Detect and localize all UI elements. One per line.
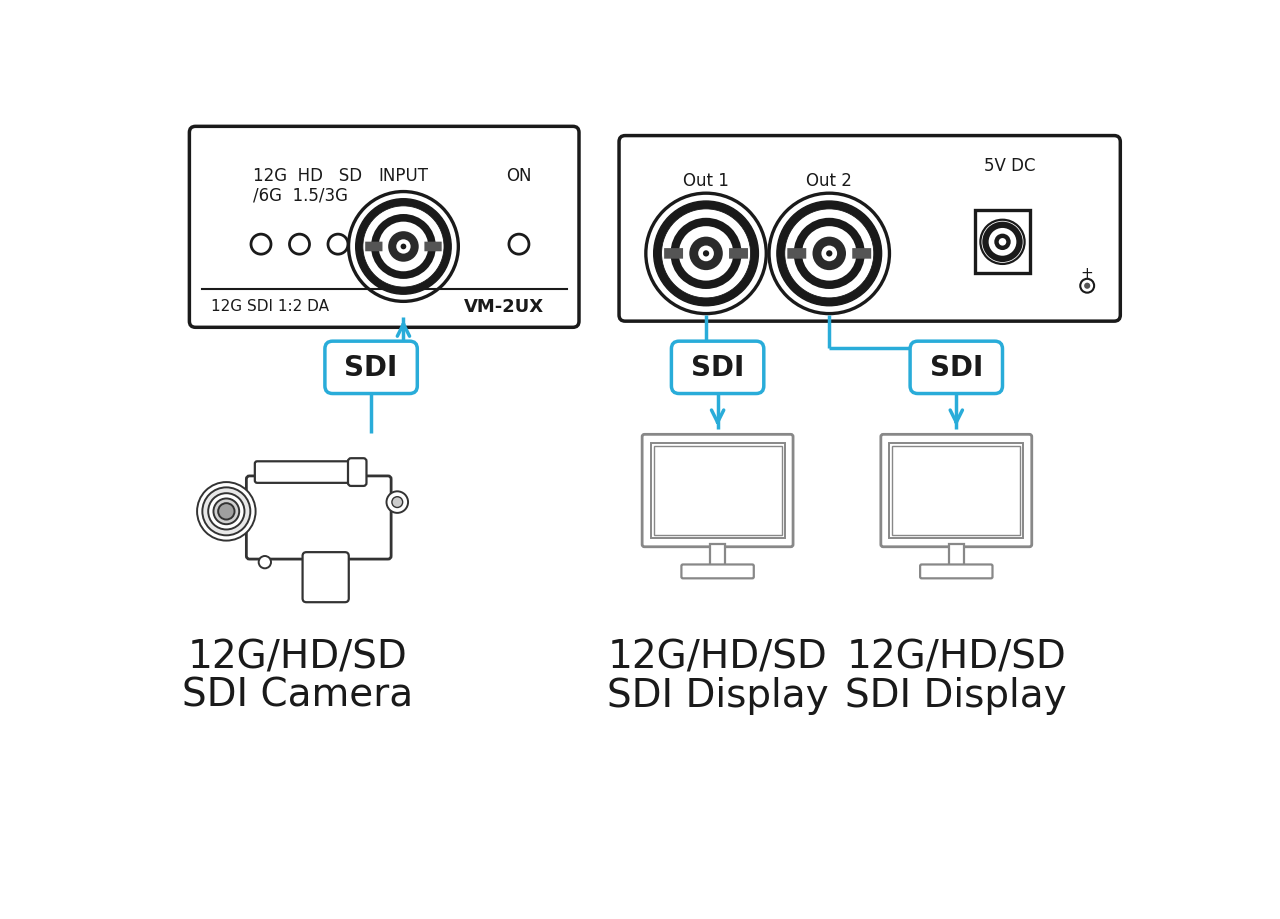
Text: INPUT: INPUT bbox=[379, 166, 429, 185]
FancyBboxPatch shape bbox=[246, 476, 392, 560]
Circle shape bbox=[982, 222, 1023, 263]
Circle shape bbox=[803, 227, 856, 281]
Text: /6G  1.5/3G: /6G 1.5/3G bbox=[253, 186, 348, 204]
Text: VM-2UX: VM-2UX bbox=[463, 298, 544, 315]
Circle shape bbox=[826, 251, 832, 257]
Circle shape bbox=[1084, 283, 1091, 289]
Circle shape bbox=[356, 199, 451, 295]
Circle shape bbox=[995, 234, 1011, 251]
FancyBboxPatch shape bbox=[664, 249, 684, 259]
Circle shape bbox=[387, 492, 408, 514]
Circle shape bbox=[662, 210, 750, 299]
Circle shape bbox=[251, 235, 271, 255]
Bar bbox=[654, 447, 782, 536]
Text: 12G/HD/SD: 12G/HD/SD bbox=[188, 638, 408, 675]
Text: 12G/HD/SD: 12G/HD/SD bbox=[846, 638, 1066, 675]
Circle shape bbox=[703, 251, 709, 257]
Text: SDI Display: SDI Display bbox=[846, 675, 1068, 714]
Text: 5V DC: 5V DC bbox=[984, 156, 1036, 175]
Circle shape bbox=[362, 207, 444, 288]
Circle shape bbox=[678, 227, 733, 281]
FancyBboxPatch shape bbox=[881, 435, 1032, 547]
Circle shape bbox=[289, 235, 310, 255]
Circle shape bbox=[785, 210, 874, 299]
FancyBboxPatch shape bbox=[302, 552, 348, 603]
Circle shape bbox=[214, 499, 239, 525]
Circle shape bbox=[348, 192, 458, 302]
Text: SDI: SDI bbox=[929, 354, 983, 382]
FancyBboxPatch shape bbox=[255, 461, 352, 483]
Circle shape bbox=[690, 237, 723, 271]
Circle shape bbox=[698, 246, 714, 262]
Circle shape bbox=[646, 194, 767, 314]
Circle shape bbox=[671, 219, 741, 289]
Text: ON: ON bbox=[506, 166, 531, 185]
FancyBboxPatch shape bbox=[365, 243, 383, 252]
Circle shape bbox=[988, 229, 1016, 256]
Circle shape bbox=[379, 222, 429, 272]
FancyBboxPatch shape bbox=[975, 211, 1030, 274]
FancyBboxPatch shape bbox=[620, 136, 1120, 322]
Circle shape bbox=[794, 219, 865, 289]
Text: SDI Display: SDI Display bbox=[607, 675, 828, 714]
Circle shape bbox=[397, 240, 411, 255]
Bar bbox=[892, 447, 1020, 536]
Circle shape bbox=[1080, 279, 1094, 293]
FancyBboxPatch shape bbox=[920, 565, 992, 579]
Circle shape bbox=[259, 556, 271, 569]
FancyBboxPatch shape bbox=[681, 565, 754, 579]
Text: +: + bbox=[1080, 266, 1093, 281]
Circle shape bbox=[209, 494, 244, 530]
Circle shape bbox=[777, 202, 882, 306]
Bar bbox=[650, 443, 785, 539]
Circle shape bbox=[401, 244, 406, 250]
Circle shape bbox=[202, 488, 251, 536]
FancyBboxPatch shape bbox=[643, 435, 794, 547]
Bar bbox=[948, 545, 964, 566]
Circle shape bbox=[197, 482, 256, 541]
Text: SDI: SDI bbox=[691, 354, 744, 382]
FancyBboxPatch shape bbox=[348, 459, 366, 486]
Circle shape bbox=[769, 194, 890, 314]
Bar bbox=[710, 545, 726, 566]
Text: SDI Camera: SDI Camera bbox=[182, 675, 413, 714]
Circle shape bbox=[654, 202, 759, 306]
Circle shape bbox=[328, 235, 348, 255]
Circle shape bbox=[813, 237, 846, 271]
FancyBboxPatch shape bbox=[852, 249, 872, 259]
FancyBboxPatch shape bbox=[910, 342, 1002, 394]
Text: 12G SDI 1:2 DA: 12G SDI 1:2 DA bbox=[211, 299, 329, 314]
FancyBboxPatch shape bbox=[189, 127, 579, 328]
Bar bbox=[890, 443, 1023, 539]
Circle shape bbox=[509, 235, 529, 255]
Circle shape bbox=[218, 504, 234, 520]
Text: Out 2: Out 2 bbox=[806, 172, 852, 190]
Text: 12G/HD/SD: 12G/HD/SD bbox=[608, 638, 827, 675]
Text: 12G  HD   SD: 12G HD SD bbox=[253, 166, 362, 185]
FancyBboxPatch shape bbox=[787, 249, 806, 259]
Circle shape bbox=[388, 232, 419, 263]
Text: Out 1: Out 1 bbox=[684, 172, 730, 190]
Circle shape bbox=[392, 497, 403, 508]
Circle shape bbox=[371, 215, 436, 279]
Text: SDI: SDI bbox=[344, 354, 398, 382]
Circle shape bbox=[998, 239, 1006, 246]
FancyBboxPatch shape bbox=[425, 243, 442, 252]
FancyBboxPatch shape bbox=[730, 249, 748, 259]
FancyBboxPatch shape bbox=[672, 342, 764, 394]
FancyBboxPatch shape bbox=[325, 342, 417, 394]
Circle shape bbox=[822, 246, 837, 262]
